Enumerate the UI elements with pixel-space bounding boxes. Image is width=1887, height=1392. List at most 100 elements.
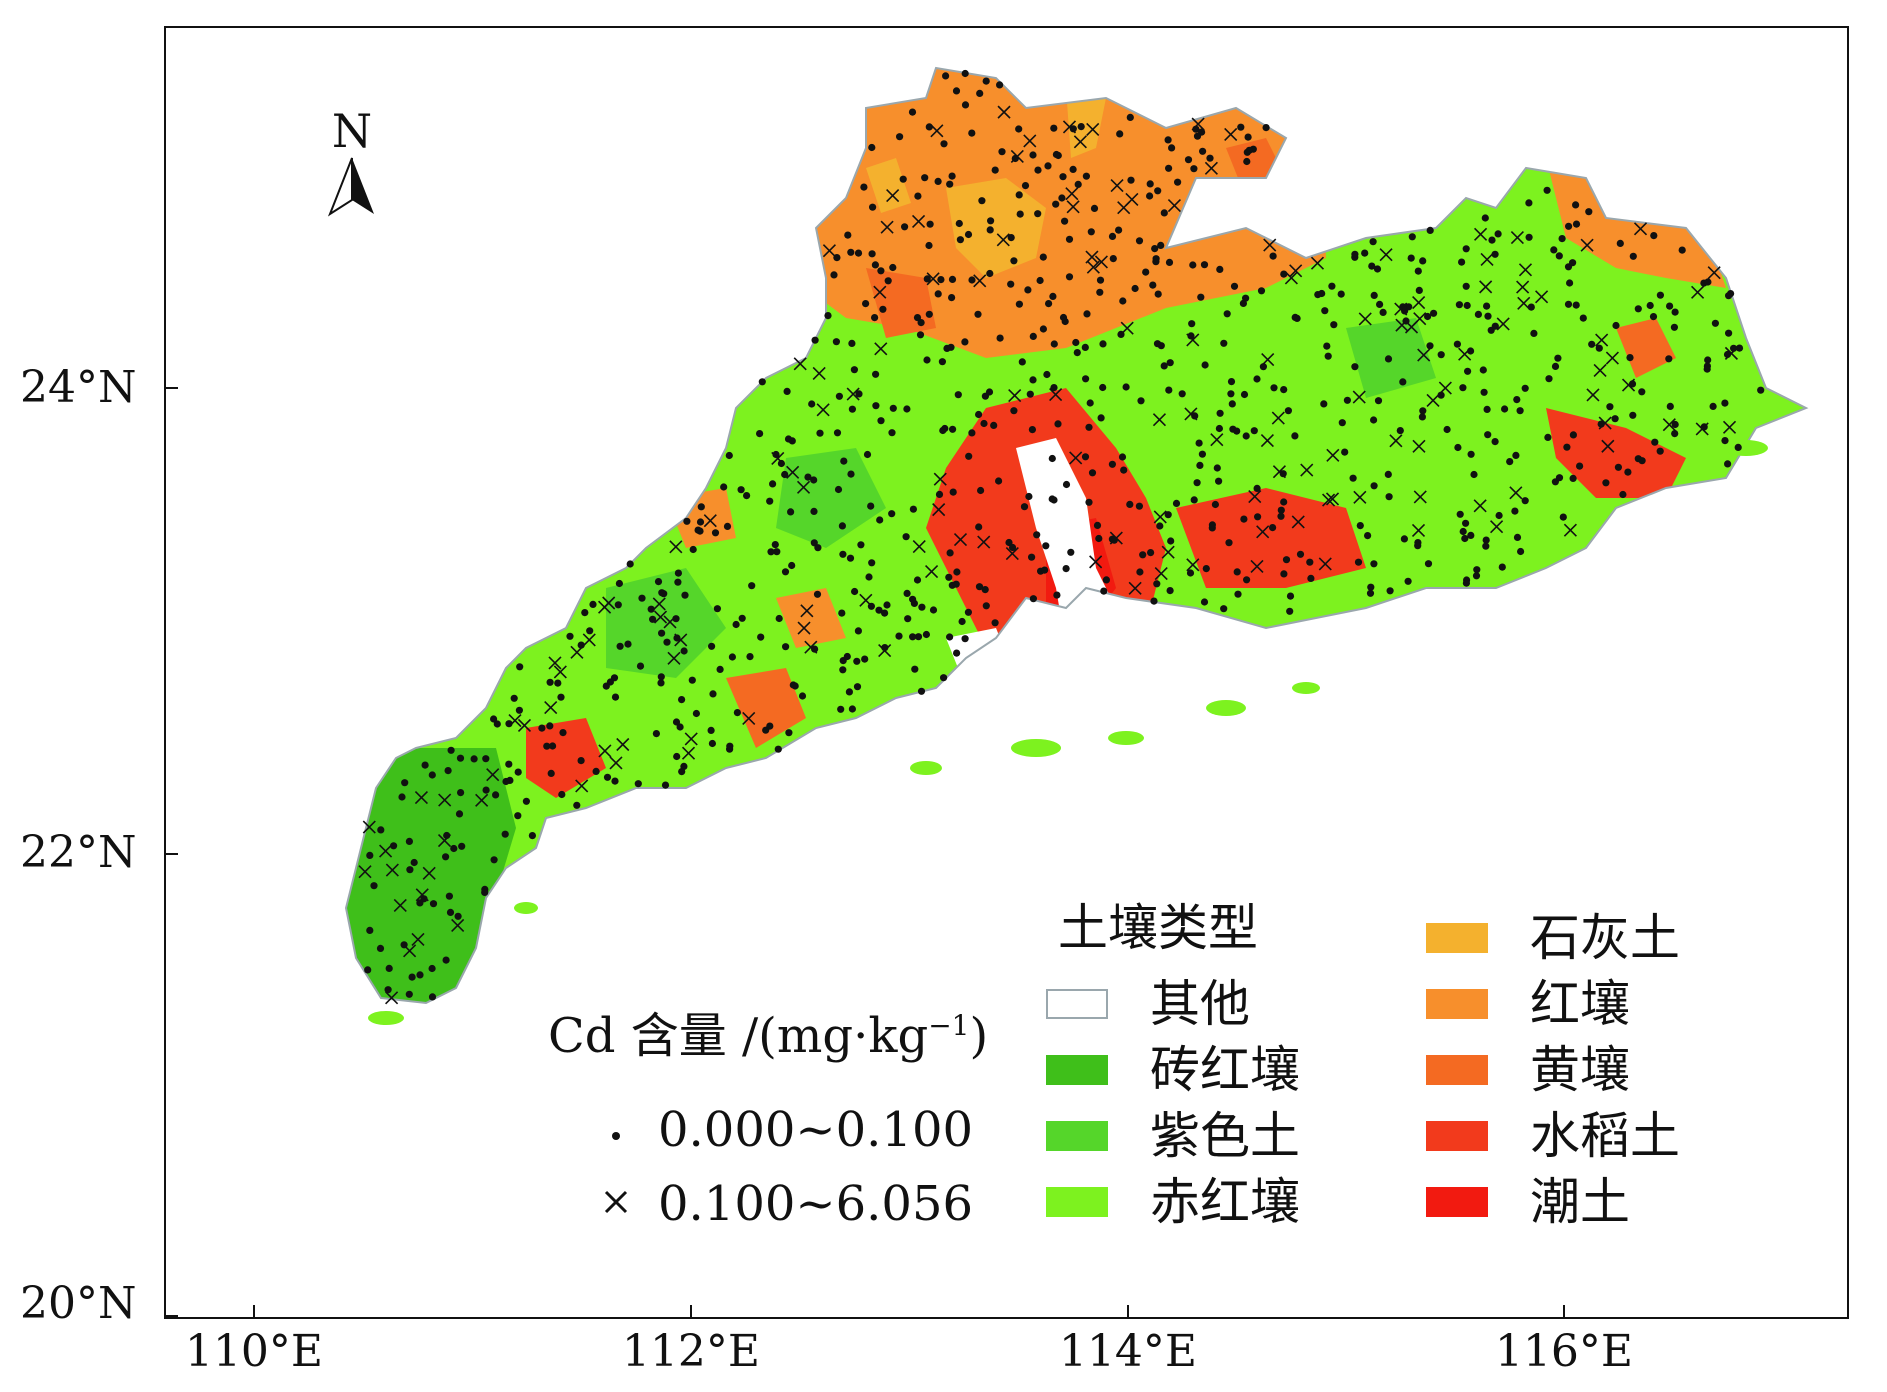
sample-dot bbox=[456, 754, 465, 762]
sample-dot bbox=[1227, 378, 1236, 386]
sample-dot bbox=[661, 781, 670, 789]
sample-dot bbox=[1215, 477, 1223, 485]
sample-dot bbox=[1082, 375, 1090, 383]
sample-dot bbox=[1193, 479, 1201, 487]
sample-dot bbox=[1364, 532, 1372, 540]
cross-icon bbox=[596, 1181, 636, 1227]
sample-dot bbox=[1491, 250, 1499, 258]
north-arrow-icon bbox=[327, 157, 374, 217]
sample-dot bbox=[854, 627, 863, 635]
sample-dot bbox=[1007, 280, 1015, 288]
sample-dot bbox=[672, 718, 681, 726]
sample-dot bbox=[624, 640, 632, 648]
sample-dot bbox=[1482, 536, 1490, 544]
sample-dot bbox=[1228, 400, 1236, 408]
sample-cross bbox=[1633, 222, 1648, 236]
sample-dot bbox=[1146, 192, 1154, 200]
sample-cross bbox=[880, 220, 894, 234]
sample-dot bbox=[1351, 363, 1359, 371]
sample-dot bbox=[680, 647, 688, 655]
cd-title-sup: −1 bbox=[928, 1009, 970, 1042]
sample-dot bbox=[964, 230, 973, 239]
sample-dot bbox=[401, 779, 409, 787]
legend-label: 砖红壤 bbox=[1150, 1041, 1300, 1099]
sample-dot bbox=[1196, 461, 1204, 469]
sample-dot bbox=[1135, 237, 1144, 245]
sample-dot bbox=[1242, 432, 1250, 440]
cd-legend-title: Cd 含量 /(mg·kg−1) bbox=[548, 998, 988, 1064]
sample-cross bbox=[996, 233, 1010, 247]
sample-dot bbox=[1521, 384, 1529, 392]
sample-dot bbox=[1723, 350, 1732, 359]
sample-dot bbox=[1544, 433, 1552, 441]
sample-dot bbox=[767, 548, 775, 556]
sample-dot bbox=[615, 579, 623, 588]
sample-dot bbox=[1058, 194, 1066, 202]
sample-dot bbox=[708, 739, 717, 748]
sample-dot bbox=[652, 730, 660, 738]
soil-legend-title: 土壤类型 bbox=[1058, 899, 1258, 957]
sample-dot bbox=[676, 723, 684, 731]
sample-dot bbox=[1638, 388, 1646, 396]
sample-dot bbox=[814, 544, 822, 552]
sample-dot bbox=[1122, 383, 1130, 391]
sample-dot bbox=[647, 605, 655, 613]
sample-dot bbox=[1527, 303, 1535, 311]
sample-dot bbox=[1721, 437, 1729, 445]
sample-dot bbox=[903, 405, 911, 413]
sample-dot bbox=[958, 617, 966, 626]
sample-dot bbox=[1188, 320, 1196, 328]
sample-dot bbox=[1015, 125, 1023, 133]
sample-dot bbox=[1099, 340, 1107, 348]
sample-dot bbox=[720, 483, 728, 491]
sample-dot bbox=[1280, 570, 1288, 578]
sample-cross bbox=[1256, 525, 1270, 539]
sample-dot bbox=[840, 457, 848, 465]
sample-dot bbox=[1491, 438, 1499, 446]
sample-cross bbox=[1605, 351, 1619, 365]
sample-dot bbox=[943, 344, 951, 352]
sample-cross bbox=[1601, 439, 1615, 453]
sample-dot bbox=[1190, 496, 1198, 504]
sample-dot bbox=[1555, 474, 1564, 482]
sample-cross bbox=[1518, 263, 1533, 277]
sample-dot bbox=[1373, 265, 1382, 273]
sample-dot bbox=[1337, 290, 1345, 298]
sample-dot bbox=[783, 387, 791, 395]
sample-cross bbox=[652, 597, 666, 611]
sample-dot bbox=[843, 652, 851, 661]
sample-dot bbox=[1280, 386, 1288, 394]
sample-dot bbox=[1671, 430, 1679, 438]
sample-dot bbox=[616, 642, 624, 650]
sample-dot bbox=[1482, 542, 1490, 550]
sample-cross bbox=[925, 565, 939, 579]
sample-dot bbox=[811, 336, 819, 344]
sample-dot bbox=[1396, 427, 1404, 435]
sample-dot bbox=[975, 523, 983, 531]
sample-dot bbox=[1050, 496, 1058, 504]
sample-dot bbox=[1569, 474, 1577, 482]
sample-dot bbox=[1136, 568, 1144, 576]
sample-dot bbox=[1572, 201, 1580, 209]
sample-dot bbox=[1324, 352, 1332, 360]
sample-dot bbox=[577, 757, 585, 765]
sample-dot bbox=[1184, 156, 1193, 164]
sample-dot bbox=[1400, 535, 1408, 543]
sample-cross bbox=[393, 898, 407, 912]
sample-dot bbox=[798, 692, 807, 700]
sample-cross bbox=[1563, 523, 1577, 537]
sample-dot bbox=[1725, 292, 1733, 300]
sample-dot bbox=[1024, 286, 1032, 294]
sample-dot bbox=[1062, 565, 1070, 573]
sample-dot bbox=[1321, 307, 1329, 315]
sample-cross bbox=[1509, 486, 1523, 500]
sample-dot bbox=[1016, 210, 1024, 218]
sample-dot bbox=[1458, 258, 1466, 266]
sample-dot bbox=[1461, 534, 1469, 543]
sample-dot bbox=[1065, 273, 1074, 281]
sample-dot bbox=[547, 769, 555, 778]
sample-dot bbox=[743, 492, 751, 500]
sample-dot bbox=[1530, 329, 1538, 337]
sample-cross bbox=[1271, 411, 1285, 425]
sample-dot bbox=[853, 683, 862, 691]
